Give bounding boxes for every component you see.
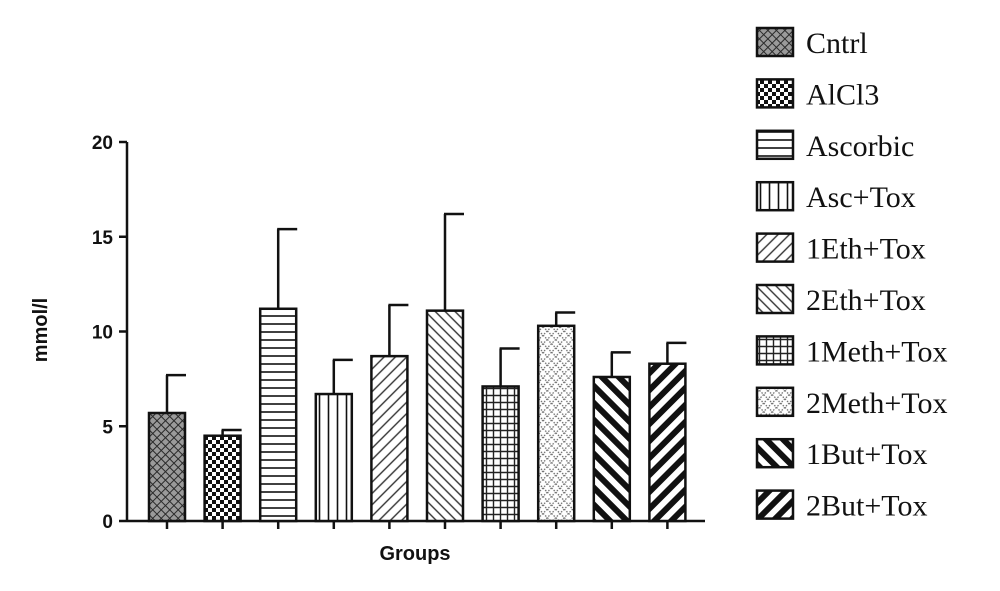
legend-swatch	[755, 78, 795, 109]
bar	[481, 385, 520, 523]
legend-swatch	[755, 386, 795, 418]
x-axis-title: Groups	[379, 543, 450, 565]
bar	[147, 411, 187, 523]
legend-label: Cntrl	[806, 27, 868, 60]
y-tick-label: 15	[92, 228, 114, 249]
legend-label: 1Meth+Tox	[806, 335, 947, 368]
bar	[425, 309, 465, 523]
y-tick-label: 5	[102, 417, 113, 438]
y-tick-label: 20	[92, 133, 113, 154]
legend-label: 1Eth+Tox	[806, 233, 926, 266]
y-axis: 0 5 10 15 20	[92, 133, 129, 533]
legend-swatch	[755, 283, 795, 315]
legend-label: Asc+Tox	[806, 181, 916, 214]
bar	[258, 307, 298, 523]
legend-swatch	[755, 335, 795, 366]
y-tick-label: 0	[102, 512, 113, 533]
legend-label: 2But+Tox	[806, 490, 928, 523]
bar	[648, 362, 687, 523]
legend-swatch	[755, 232, 795, 263]
legend-label: Ascorbic	[806, 130, 914, 163]
legend-swatch	[755, 26, 795, 58]
legend-swatch	[755, 180, 795, 212]
bars	[147, 212, 687, 523]
y-axis-title: mmol/l	[30, 298, 52, 362]
bar	[314, 392, 354, 523]
legend-label: 2Meth+Tox	[806, 387, 947, 420]
legend-label: 2Eth+Tox	[806, 284, 926, 317]
bar	[370, 354, 409, 523]
legend-swatch	[755, 129, 795, 161]
bar	[592, 375, 632, 523]
bar	[536, 324, 576, 523]
legend-label: AlCl3	[806, 78, 879, 111]
legend-swatch	[755, 489, 795, 520]
legend-label: 1But+Tox	[806, 438, 928, 471]
legend-swatch	[755, 437, 795, 469]
legend: Cntrl AlCl3 Ascorbic Asc+Tox 1Eth+Tox 2Eth+To…	[755, 26, 947, 523]
y-tick-label: 10	[92, 323, 113, 344]
bar	[203, 434, 242, 523]
